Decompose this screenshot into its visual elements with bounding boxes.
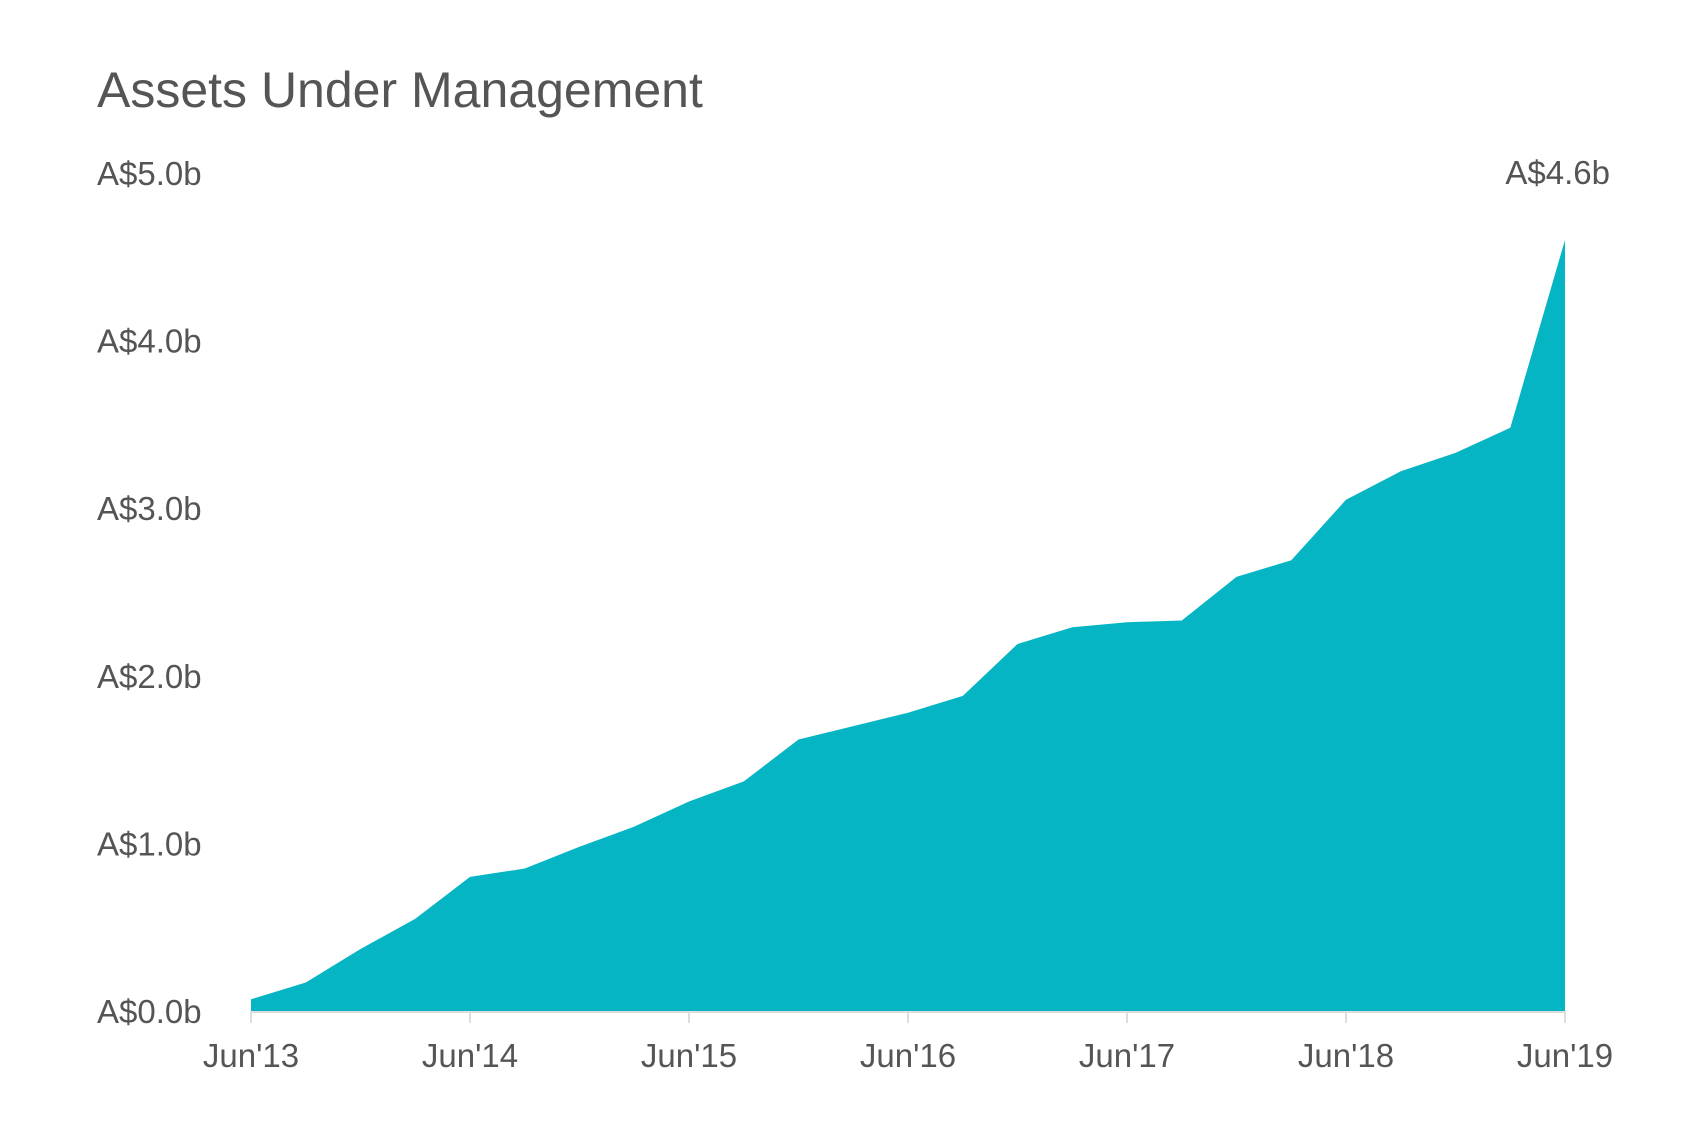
x-tick-label: Jun'18: [1298, 1037, 1394, 1074]
y-tick-label: A$3.0b: [97, 490, 202, 527]
x-tick-label: Jun'15: [641, 1037, 737, 1074]
x-tick-label: Jun'16: [860, 1037, 956, 1074]
y-tick-label: A$1.0b: [97, 825, 202, 862]
x-tick-label: Jun'13: [203, 1037, 299, 1074]
y-tick-label: A$5.0b: [97, 155, 202, 192]
y-tick-label: A$2.0b: [97, 658, 202, 695]
x-axis-labels: Jun'13 Jun'14 Jun'15 Jun'16 Jun'17 Jun'18 Jun'…: [203, 1037, 1613, 1074]
area-fill: [251, 240, 1565, 1011]
x-tick-label: Jun'17: [1079, 1037, 1175, 1074]
x-axis: [250, 1011, 1566, 1023]
x-tick-label: Jun'19: [1517, 1037, 1613, 1074]
last-value-label: A$4.6b: [1505, 154, 1610, 191]
chart-title: Assets Under Management: [97, 62, 703, 118]
area-series: [251, 240, 1565, 1011]
x-tick-label: Jun'14: [422, 1037, 518, 1074]
y-tick-label: A$0.0b: [97, 993, 202, 1030]
y-axis: A$0.0b A$1.0b A$2.0b A$3.0b A$4.0b A$5.0b: [97, 155, 202, 1030]
y-tick-label: A$4.0b: [97, 323, 202, 360]
